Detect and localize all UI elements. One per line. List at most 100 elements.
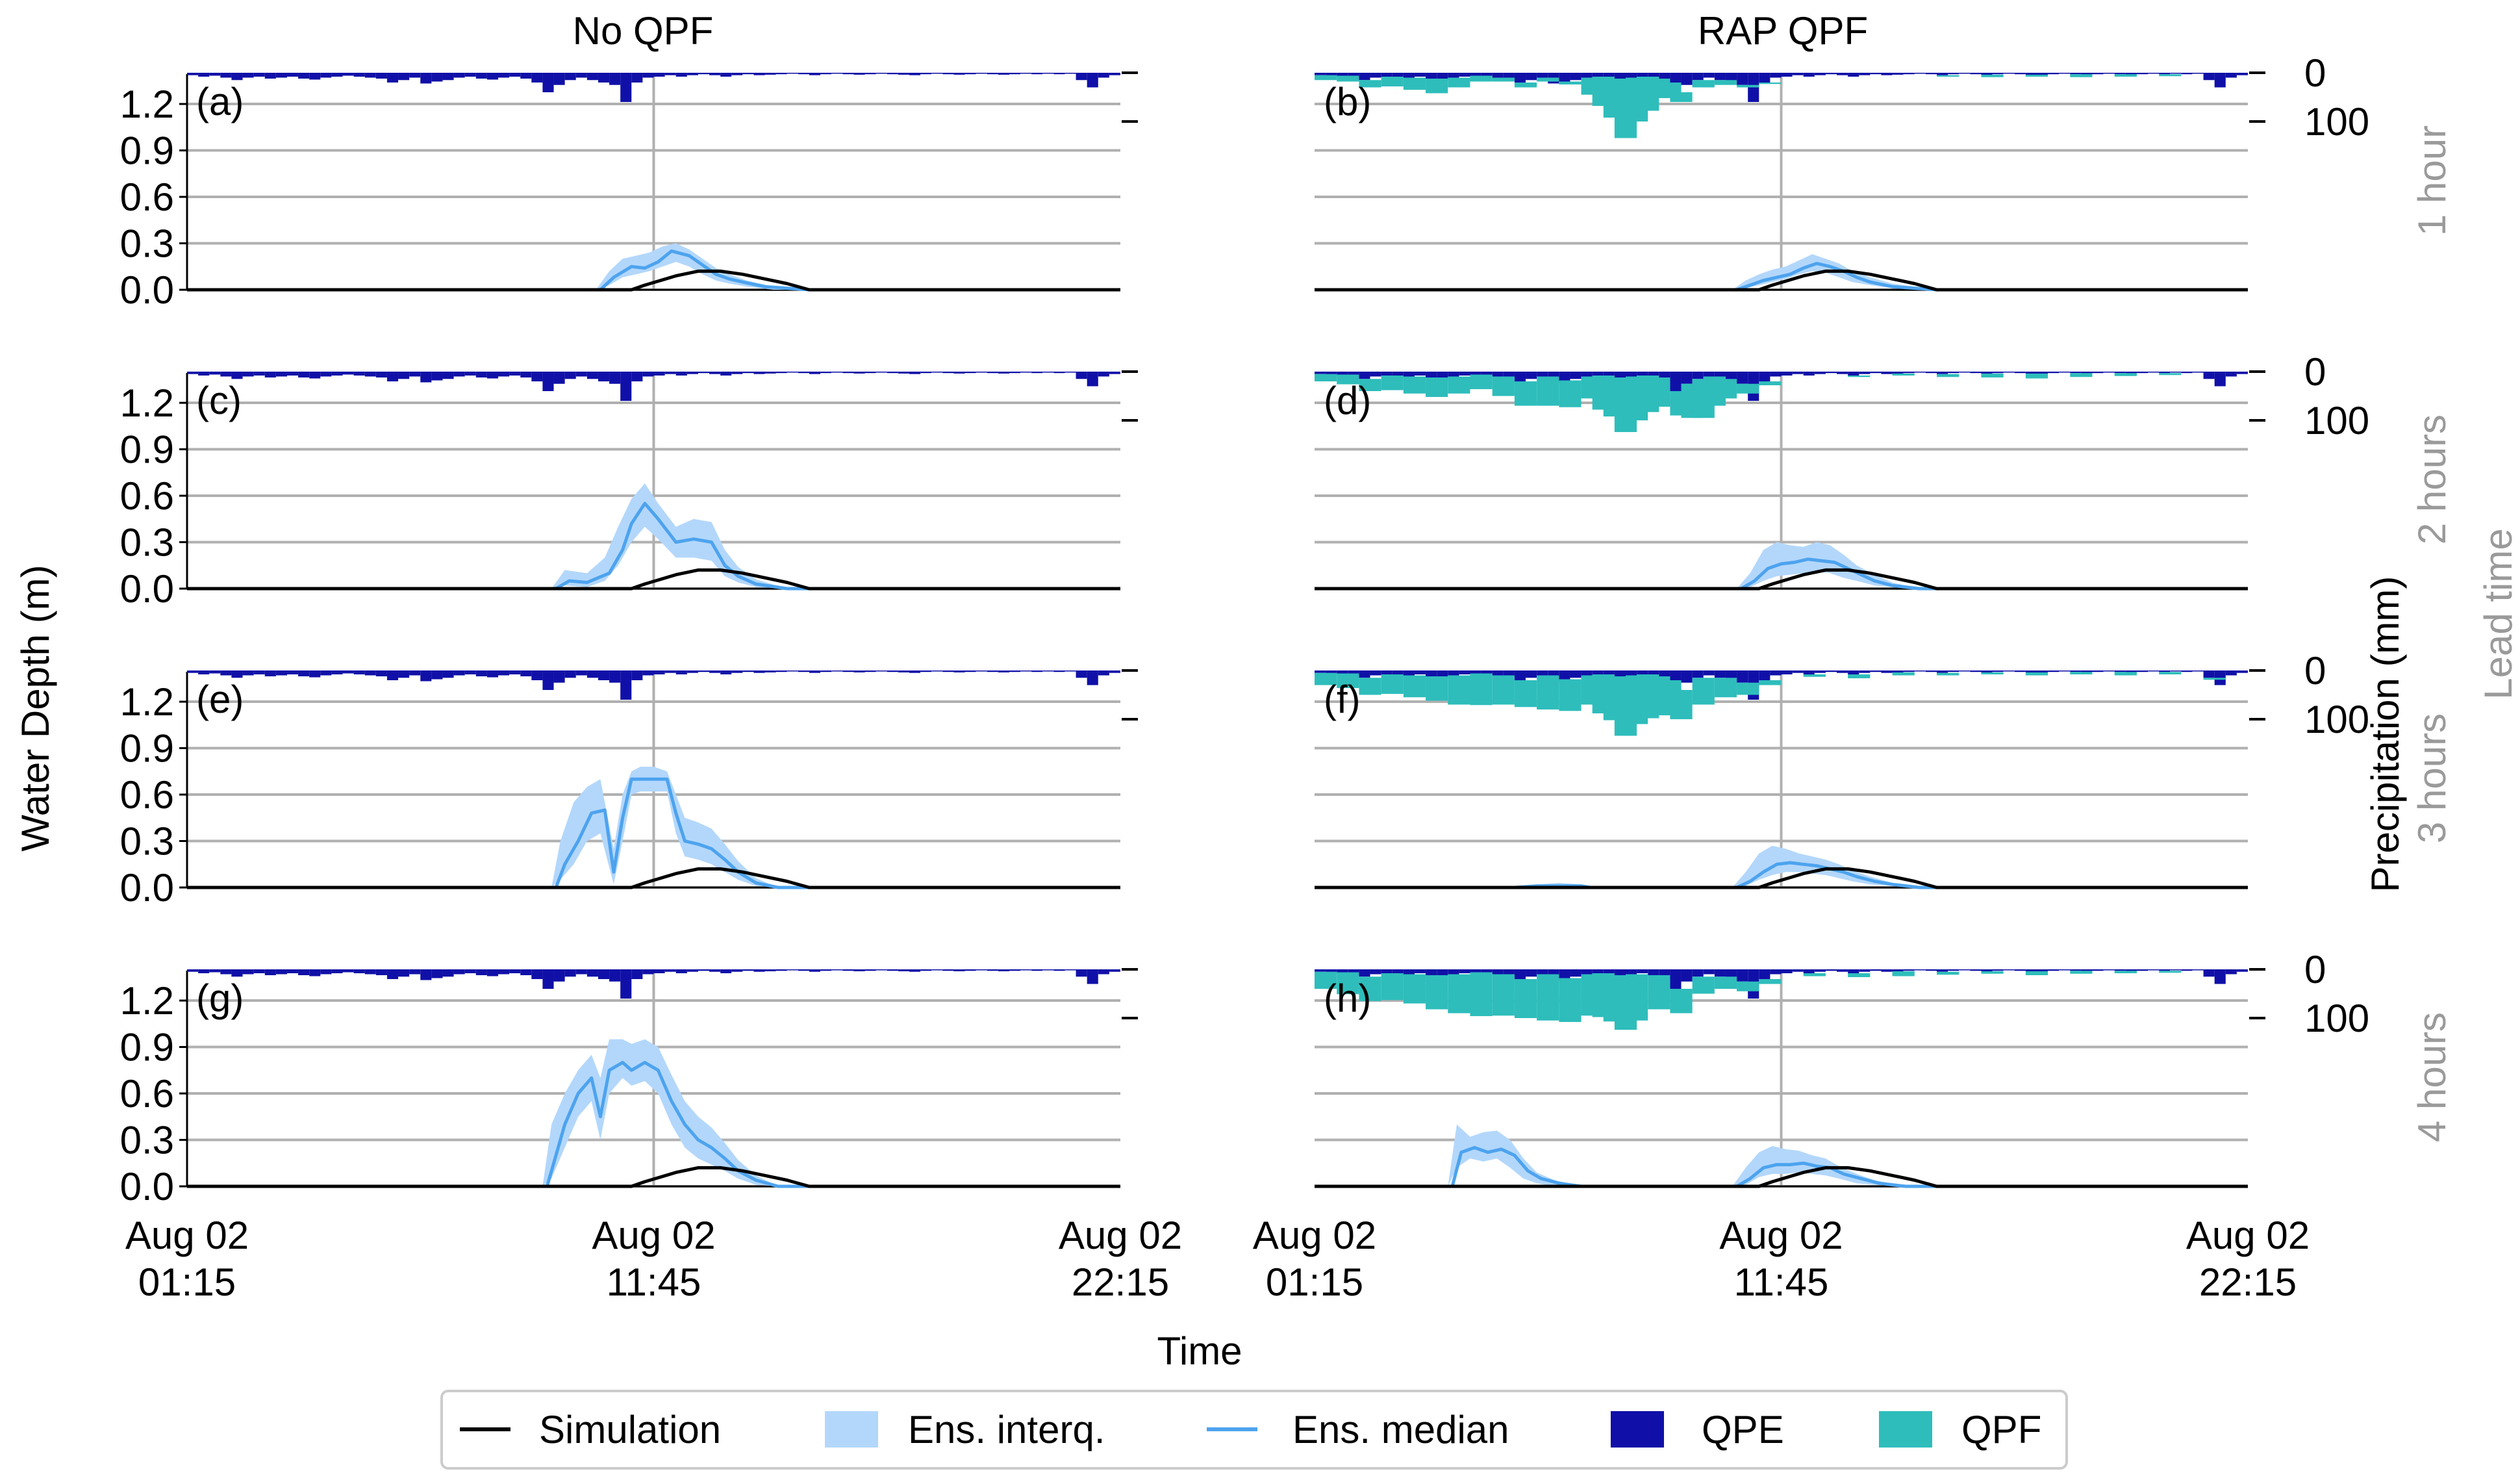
qpe-bar: [542, 372, 554, 391]
qpe-bar: [1009, 670, 1021, 672]
qpe-bar: [2048, 670, 2060, 672]
qpe-bar: [420, 73, 432, 84]
qpf-bar: [1514, 381, 1537, 406]
qpe-bar: [420, 969, 432, 980]
qpe-bar: [1781, 372, 1793, 376]
qpe-bar: [1681, 969, 1693, 982]
qpf-bar: [1692, 976, 1715, 994]
qpe-bar: [742, 73, 754, 75]
qpe-bar: [2203, 73, 2215, 81]
qpe-bar: [1426, 670, 1437, 676]
qpe-bar: [353, 73, 365, 77]
qpf-bar: [1692, 80, 1715, 88]
qpe-bar: [609, 670, 621, 683]
qpe-bar: [1870, 73, 1882, 75]
qpe-bar: [998, 670, 1009, 672]
qpe-bar: [1603, 670, 1615, 676]
qpe-bar: [642, 670, 654, 676]
qpe-bar: [1403, 73, 1415, 78]
qpe-bar: [409, 372, 421, 377]
qpe-bar: [1437, 670, 1448, 678]
qpe-bar: [964, 372, 976, 374]
qpe-bar: [964, 969, 976, 971]
qpe-bar: [431, 670, 443, 680]
qpe-bar: [2036, 670, 2048, 673]
qpe-bar: [1076, 372, 1087, 379]
qpe-bar: [820, 969, 832, 971]
qpe-bar: [1053, 969, 1065, 971]
qpe-bar: [2181, 372, 2193, 374]
qpe-bar: [198, 969, 210, 973]
qpe-bar: [1514, 670, 1526, 680]
qpe-bar: [1792, 969, 1804, 972]
qpe-bar: [1459, 73, 1470, 77]
qpf-bar: [1448, 376, 1470, 394]
qpe-bar: [1348, 372, 1359, 377]
qpe-bar: [231, 372, 243, 379]
qpe-bar: [286, 670, 299, 674]
qpe-bar: [1592, 73, 1604, 77]
qpe-bar: [242, 372, 254, 377]
panel-label: (g): [196, 976, 244, 1020]
qpe-bar: [1537, 670, 1548, 676]
qpe-bar: [2136, 969, 2148, 971]
qpe-bar: [1414, 73, 1426, 77]
qpe-bar: [831, 670, 843, 672]
qpe-bar: [1848, 670, 1859, 674]
qpe-bar: [2092, 969, 2104, 971]
qpe-bar: [1337, 670, 1348, 674]
qpe-bar: [1514, 73, 1526, 83]
qpf-bar: [1448, 974, 1470, 1014]
qpe-bar: [1370, 73, 1381, 78]
qpe-bar: [931, 73, 943, 74]
qpe-bar: [1881, 73, 1893, 75]
qpf-bar: [1559, 978, 1581, 1022]
qpe-bar: [542, 670, 554, 690]
qpe-bar: [2181, 969, 2193, 971]
ensemble-interquartile-band: [187, 243, 1120, 290]
qpe-bar: [1714, 670, 1726, 678]
qpe-bar: [342, 969, 354, 973]
qpe-bar: [820, 372, 832, 374]
qpe-bar: [2192, 372, 2204, 373]
qpe-bar: [564, 670, 576, 678]
qpe-bar: [1020, 372, 1032, 373]
qpe-bar: [1981, 969, 1993, 971]
qpe-bar: [1526, 969, 1537, 977]
qpe-bar: [1403, 372, 1415, 377]
qpe-bar: [1348, 73, 1359, 78]
qpe-bar: [1359, 372, 1370, 379]
qpe-bar: [2236, 670, 2248, 673]
qpe-bar: [2159, 73, 2171, 75]
qpe-bar: [1681, 372, 1693, 384]
qpe-bar: [2114, 670, 2126, 672]
legend-swatch-4: [1879, 1411, 1932, 1448]
qpe-bar: [386, 969, 399, 979]
qpf-bar: [1848, 973, 1871, 977]
column-title-no-qpf: No QPF: [573, 9, 714, 53]
qpe-bar: [2125, 372, 2137, 374]
legend-label-0: Simulation: [539, 1408, 721, 1451]
qpe-bar: [1837, 372, 1848, 374]
qpe-bar: [1537, 73, 1548, 78]
qpf-bar: [1381, 376, 1404, 390]
qpe-bar: [553, 670, 565, 683]
qpe-bar: [898, 73, 909, 75]
qpf-bar: [1714, 678, 1737, 698]
qpe-bar: [1009, 372, 1021, 374]
qpe-bar: [1087, 969, 1098, 984]
qpe-bar: [2025, 670, 2037, 672]
qpe-bar: [231, 670, 243, 678]
qpe-bar: [2036, 969, 2048, 972]
qpe-bar: [731, 372, 743, 374]
qpe-bar: [1559, 670, 1570, 680]
qpe-bar: [220, 73, 232, 78]
qpf-bar: [1470, 374, 1493, 389]
qpf-bar: [1559, 679, 1581, 711]
qpe-bar: [1076, 670, 1087, 678]
qpe-bar: [698, 670, 710, 672]
qpe-bar: [464, 969, 476, 973]
qpe-bar: [1970, 372, 1982, 374]
qpe-bar: [1470, 73, 1481, 76]
qpe-bar: [386, 73, 399, 83]
